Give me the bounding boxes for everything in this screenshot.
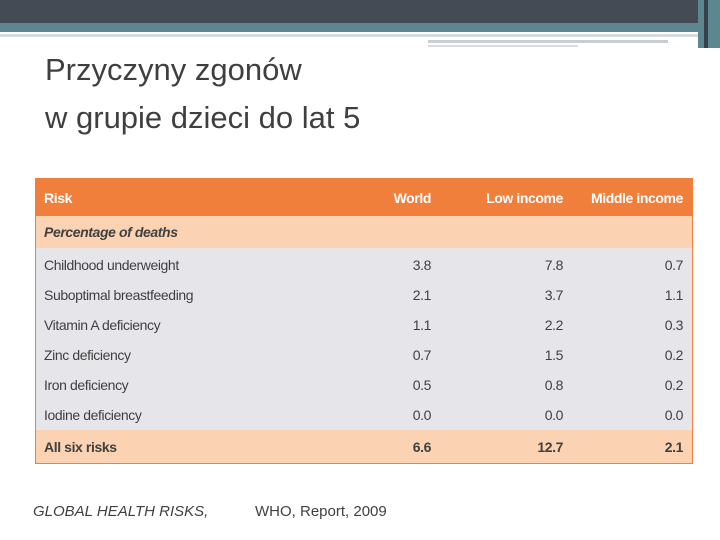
side-decor xyxy=(698,0,720,48)
section-row: Percentage of deaths xyxy=(36,216,692,248)
decor-line xyxy=(0,34,720,37)
cell-label: Suboptimal breastfeeding xyxy=(44,287,194,303)
cell-value: 1.1 xyxy=(412,317,432,333)
cell-value: 0.7 xyxy=(412,347,432,363)
cell-value: 0.8 xyxy=(544,377,564,393)
cell-label: Zinc deficiency xyxy=(44,347,131,363)
cell-value: 0.7 xyxy=(664,257,684,273)
data-row: Iron deficiency 0.5 0.8 0.2 xyxy=(36,370,692,400)
cell-value: 0.0 xyxy=(544,407,564,423)
cell-value: Low income xyxy=(486,189,563,206)
cell-value: 7.8 xyxy=(544,257,564,273)
cell-value: 12.7 xyxy=(537,438,563,455)
title-line: w grupie dzieci do lat 5 xyxy=(45,100,361,135)
top-bar xyxy=(0,0,720,23)
data-row: Childhood underweight 3.8 7.8 0.7 xyxy=(36,250,692,280)
cell-value: 1.5 xyxy=(544,347,564,363)
cell-label: Iron deficiency xyxy=(44,377,129,393)
cell-value: 0.0 xyxy=(664,407,684,423)
data-row: Iodine deficiency 0.0 0.0 0.0 xyxy=(36,400,692,430)
cell-value: 2.2 xyxy=(544,317,564,333)
source-text: WHO, Report, 2009 xyxy=(255,503,387,520)
cell-value: 3.7 xyxy=(544,287,564,303)
cell-value: 0.3 xyxy=(664,317,684,333)
cell-value: 0.2 xyxy=(664,347,684,363)
title-line: Przyczyny zgonów xyxy=(45,52,302,87)
accent-bar xyxy=(0,23,720,32)
cell-label: Iodine deficiency xyxy=(44,407,142,423)
cell-label: Vitamin A deficiency xyxy=(44,317,161,333)
cell-label: Childhood underweight xyxy=(44,257,179,273)
cell-value: 3.8 xyxy=(412,257,432,273)
cell-value: 2.1 xyxy=(412,287,432,303)
source-title: GLOBAL HEALTH RISKS, xyxy=(33,503,209,520)
data-row: Vitamin A deficiency 1.1 2.2 0.3 xyxy=(36,310,692,340)
cell-value: 0.5 xyxy=(412,377,432,393)
cell-value: Middle income xyxy=(590,189,683,206)
header-row: Risk World Low income Middle income xyxy=(36,179,692,216)
cell-value: 2.1 xyxy=(664,438,684,455)
cell-value: 6.6 xyxy=(412,438,432,455)
total-row: All six risks 6.6 12.7 2.1 xyxy=(36,430,692,463)
cell-label: All six risks xyxy=(44,438,117,455)
cell-label: Risk xyxy=(44,189,72,206)
section-label: Percentage of deaths xyxy=(44,224,178,240)
cell-value: World xyxy=(393,189,432,206)
cell-value: 0.0 xyxy=(412,407,432,423)
cell-value: 1.1 xyxy=(664,287,684,303)
table: Risk World Low income Middle income Percenta… xyxy=(35,178,693,464)
decor-line xyxy=(428,45,578,47)
data-row: Zinc deficiency 0.7 1.5 0.2 xyxy=(36,340,692,370)
cell-value: 0.2 xyxy=(664,377,684,393)
side-decor xyxy=(704,0,708,48)
decor-line xyxy=(428,40,668,43)
data-row: Suboptimal breastfeeding 2.1 3.7 1.1 xyxy=(36,280,692,310)
